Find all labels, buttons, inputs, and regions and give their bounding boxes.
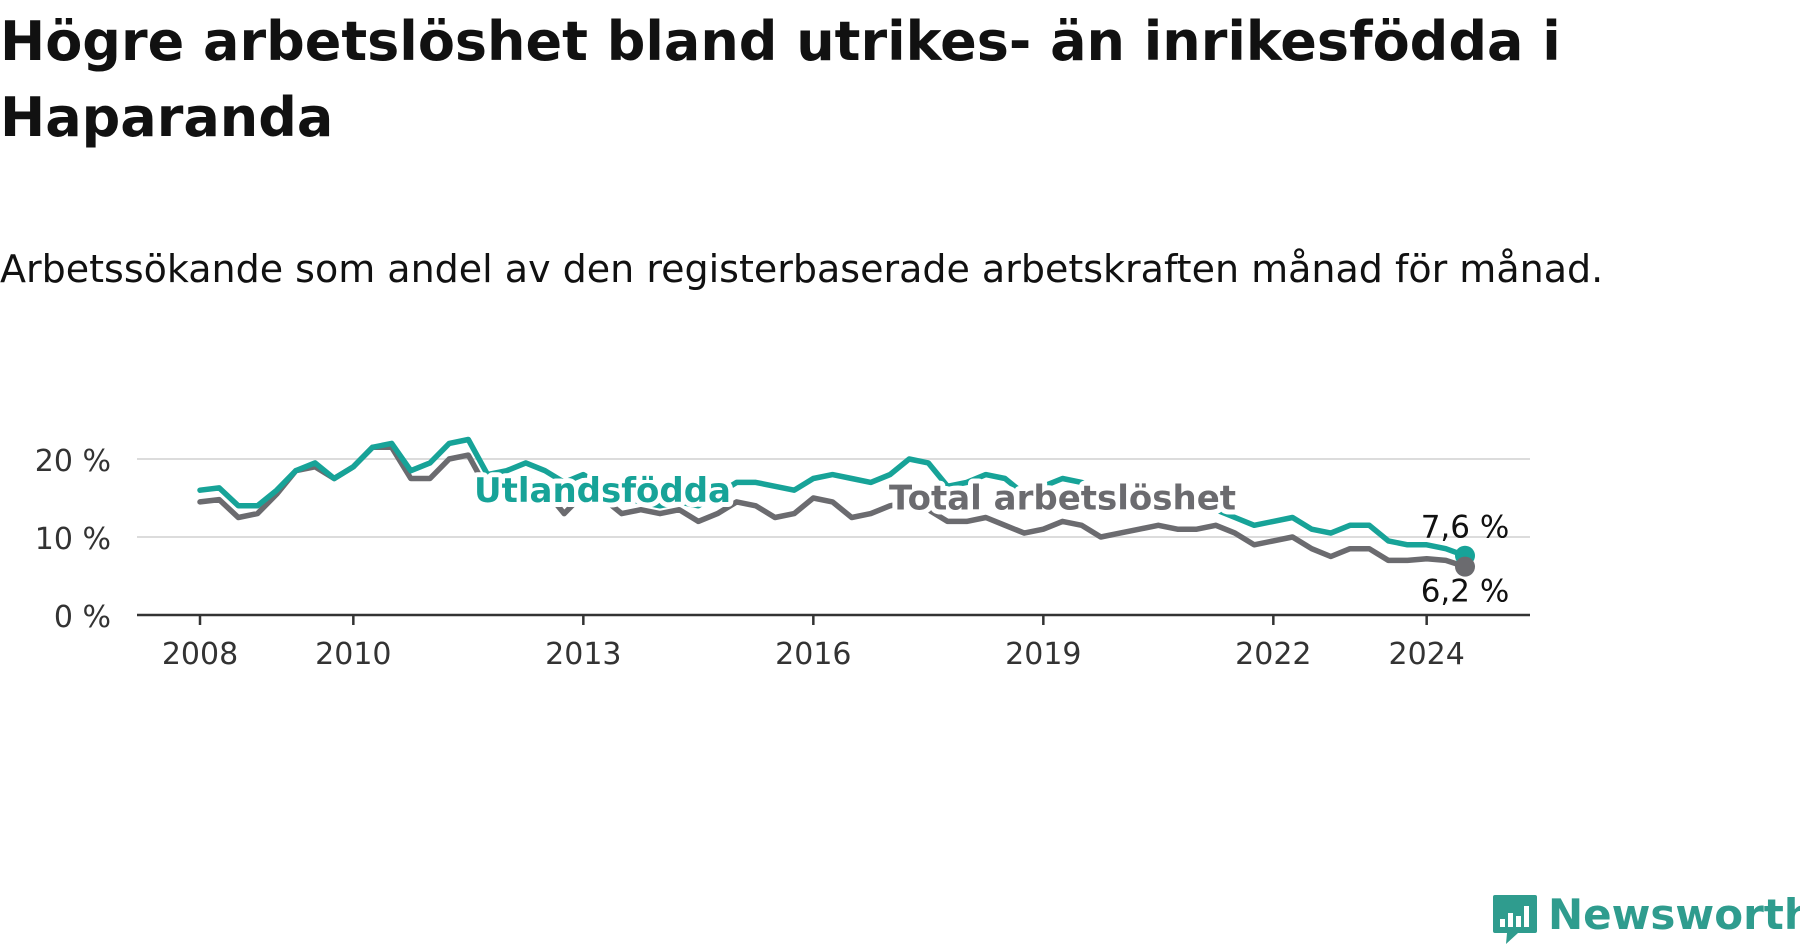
x-tick-label: 2022: [1235, 637, 1311, 672]
end-point: [1455, 556, 1475, 577]
x-tick-label: 2008: [162, 637, 238, 672]
series-line-utlandsfodda: [197, 436, 1468, 559]
x-tick-label: 2010: [315, 637, 391, 672]
x-tick-label: 2013: [545, 637, 621, 672]
x-tick-label: 2024: [1388, 637, 1464, 672]
line-chart: 0 % 10 % 20 % 2008 2010 2013 2016 2019 2022 2024 U…: [35, 436, 1530, 672]
brand-name: Newsworthy: [1548, 890, 1800, 939]
series-label: Total arbetslöshet: [889, 479, 1236, 519]
annotation-halo: Total arbetslöshet: [889, 479, 1236, 519]
series-line-total: [197, 444, 1468, 570]
x-tick-label: 2019: [1005, 637, 1081, 672]
newsworthy-logo-icon: [1493, 895, 1537, 944]
y-tick-label: 20 %: [35, 444, 111, 479]
annotation-halo: Utlandsfödda: [474, 471, 731, 511]
end-value-label: 6,2 %: [1421, 574, 1510, 610]
y-tick-label: 10 %: [35, 522, 111, 557]
newsworthy-logo: Newsworthy: [1492, 887, 1800, 948]
x-tick-label: 2016: [775, 637, 851, 672]
chart-title: Högre arbetslöshet bland utrikes- än inr…: [0, 10, 1561, 149]
series-label: Utlandsfödda: [474, 471, 731, 511]
end-value-label: 7,6 %: [1421, 510, 1510, 546]
chart-subtitle: Arbetssökande som andel av den registerb…: [0, 247, 1604, 291]
y-tick-label: 0 %: [54, 600, 111, 635]
